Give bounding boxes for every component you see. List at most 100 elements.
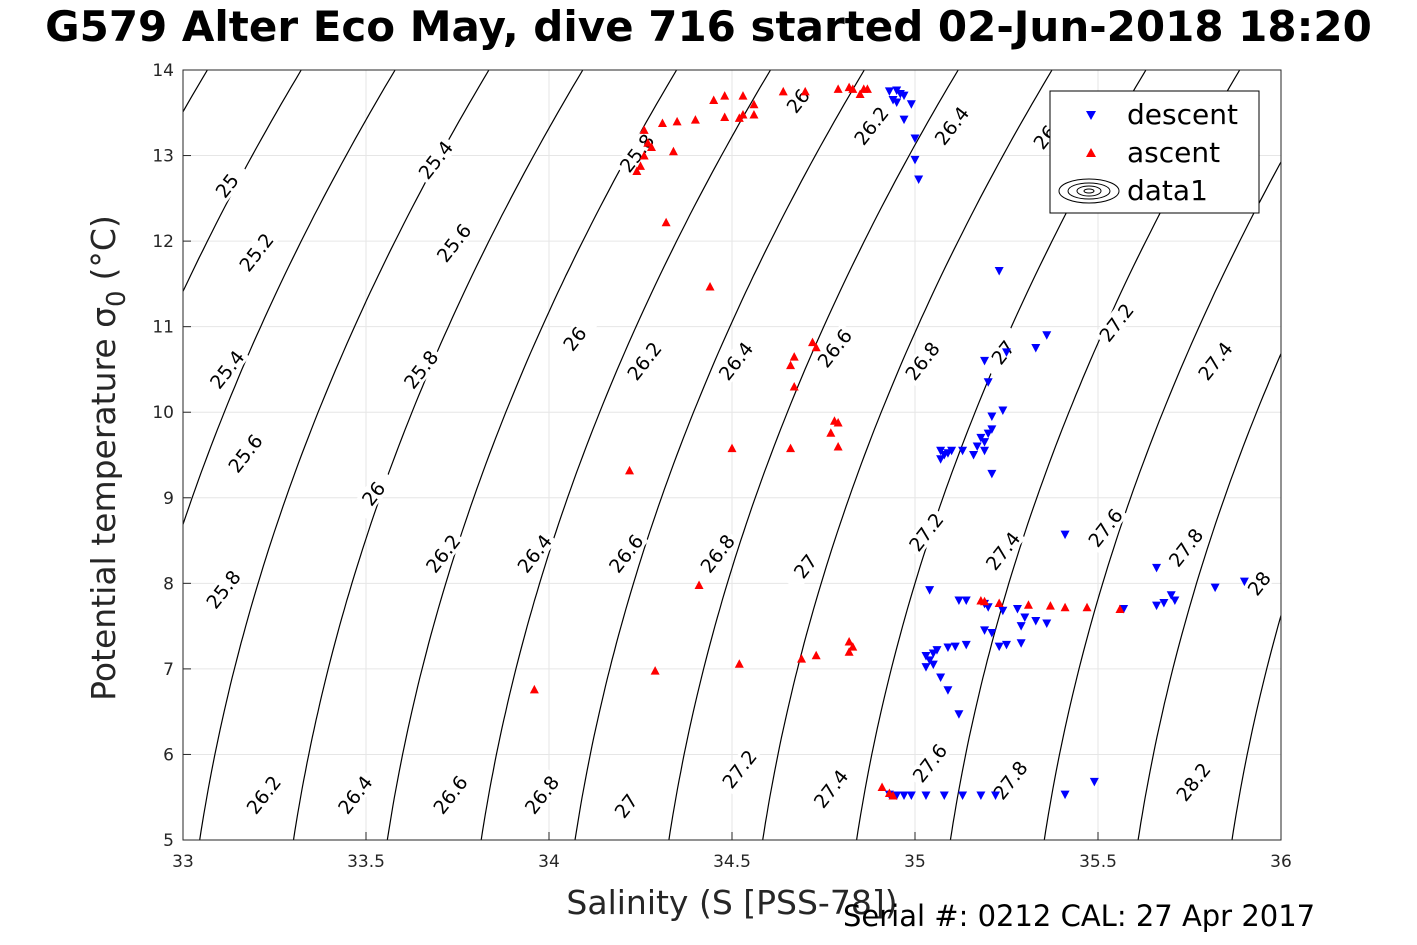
contour-label-bg bbox=[1170, 756, 1216, 807]
y-tick-label: 6 bbox=[163, 745, 174, 765]
ascent-point bbox=[786, 443, 796, 453]
contour-label-bg bbox=[398, 344, 444, 395]
ascent-point bbox=[844, 637, 854, 646]
contour-label-bg bbox=[511, 528, 558, 579]
contour-label-bg bbox=[899, 335, 945, 386]
ascent-point bbox=[994, 598, 1004, 608]
descent-point bbox=[1166, 591, 1176, 600]
y-tick-label: 5 bbox=[163, 831, 174, 851]
ascent-point bbox=[789, 382, 799, 391]
descent-point bbox=[976, 433, 986, 443]
ascent-point bbox=[709, 95, 719, 104]
legend-data1-label: data1 bbox=[1127, 174, 1208, 207]
contour-label-bg bbox=[811, 323, 858, 374]
contour-label-bg bbox=[621, 335, 667, 386]
ascent-point bbox=[668, 146, 678, 156]
ascent-point bbox=[848, 642, 858, 651]
y-axis-label-main: Potential temperature σ bbox=[84, 307, 123, 701]
descent-point bbox=[987, 628, 997, 638]
ascent-point bbox=[1082, 602, 1092, 612]
isopycnal-line bbox=[668, 70, 959, 840]
descent-point bbox=[884, 87, 894, 96]
ascent-point bbox=[529, 684, 539, 694]
contour-label-bg bbox=[1163, 522, 1209, 573]
descent-point bbox=[958, 446, 968, 456]
ascent-point bbox=[749, 109, 759, 119]
ascent-point bbox=[672, 116, 682, 126]
descent-point bbox=[947, 446, 957, 456]
isopycnal-line bbox=[1043, 160, 1281, 840]
descent-point bbox=[976, 791, 986, 801]
contour-label-bg bbox=[350, 468, 396, 519]
descent-point bbox=[969, 451, 979, 460]
descent-point bbox=[939, 791, 949, 801]
ascent-point bbox=[862, 84, 872, 93]
axis-ticks: 33 33.5 34 34.5 35 35.5 36 5 6 7 8 9 10 11 12 13 14 bbox=[152, 61, 1291, 872]
descent-point bbox=[998, 606, 1008, 616]
descent-point bbox=[1012, 605, 1022, 614]
ascent-point bbox=[833, 84, 843, 93]
descent-point bbox=[921, 652, 931, 661]
contour-label-bg bbox=[204, 160, 250, 211]
contour-label-bg bbox=[551, 313, 598, 364]
y-axis-label: Potential temperature σ0 (°C) bbox=[84, 215, 132, 701]
contour-label-bg bbox=[427, 769, 473, 820]
descent-point bbox=[987, 469, 997, 479]
descent-point bbox=[1060, 530, 1070, 540]
contour-label-bg bbox=[928, 100, 975, 151]
descent-point bbox=[943, 686, 953, 695]
descent-point bbox=[906, 791, 916, 801]
x-tick-label: 34 bbox=[538, 852, 560, 872]
contour-label-bg bbox=[782, 541, 828, 592]
contour-label-bg bbox=[716, 743, 762, 795]
ascent-point bbox=[625, 465, 635, 475]
descent-point bbox=[954, 596, 964, 605]
descent-point bbox=[987, 412, 997, 421]
descent-point bbox=[980, 438, 990, 447]
descent-point bbox=[1016, 639, 1026, 648]
ascent-point bbox=[720, 91, 730, 100]
legend-descent-marker bbox=[1086, 111, 1096, 120]
ascent-point bbox=[738, 91, 748, 100]
descent-point bbox=[983, 378, 993, 387]
contour-label-bg bbox=[694, 528, 741, 579]
ascent-point bbox=[778, 86, 788, 96]
ascent-point bbox=[811, 650, 821, 660]
isopycnal-line bbox=[762, 70, 1053, 840]
ascent-point bbox=[705, 281, 715, 291]
isopycnal-line bbox=[480, 70, 772, 840]
contour-label-bg bbox=[200, 564, 246, 615]
descent-point bbox=[1210, 583, 1220, 593]
contour-label-bg bbox=[1236, 558, 1282, 609]
contour-label-bg bbox=[980, 327, 1026, 378]
contour-label-bg bbox=[222, 428, 268, 479]
ascent-point bbox=[980, 596, 990, 606]
descent-point bbox=[994, 642, 1004, 652]
isopycnal-line bbox=[1320, 27, 1417, 883]
contour-label-bg bbox=[431, 217, 477, 268]
ascent-point bbox=[738, 109, 748, 119]
ascent-point bbox=[855, 89, 865, 98]
ascent-point bbox=[1023, 600, 1033, 609]
legend: descent ascent data1 bbox=[1049, 90, 1260, 214]
ascent-point bbox=[888, 791, 898, 800]
contour-label-bg bbox=[903, 506, 949, 558]
contour-label-bg bbox=[412, 134, 459, 185]
y-axis-label-unit: (°C) bbox=[84, 215, 123, 280]
contour-label-bg bbox=[519, 769, 565, 820]
descent-point bbox=[936, 673, 946, 682]
isopycnal-line bbox=[574, 70, 866, 840]
legend-ascent-label: ascent bbox=[1127, 136, 1220, 169]
contour-label-bg bbox=[848, 100, 894, 151]
ascent-point bbox=[643, 138, 653, 147]
descent-point bbox=[1152, 563, 1162, 573]
descent-point bbox=[994, 267, 1004, 276]
ascent-point bbox=[749, 99, 759, 109]
isopycnal-line bbox=[0, 27, 46, 883]
ascent-point bbox=[826, 428, 836, 437]
descent-point bbox=[983, 603, 993, 612]
ascent-point bbox=[789, 352, 799, 361]
descent-point bbox=[1020, 613, 1030, 623]
x-tick-label: 36 bbox=[1270, 852, 1292, 872]
descent-point bbox=[980, 356, 990, 366]
